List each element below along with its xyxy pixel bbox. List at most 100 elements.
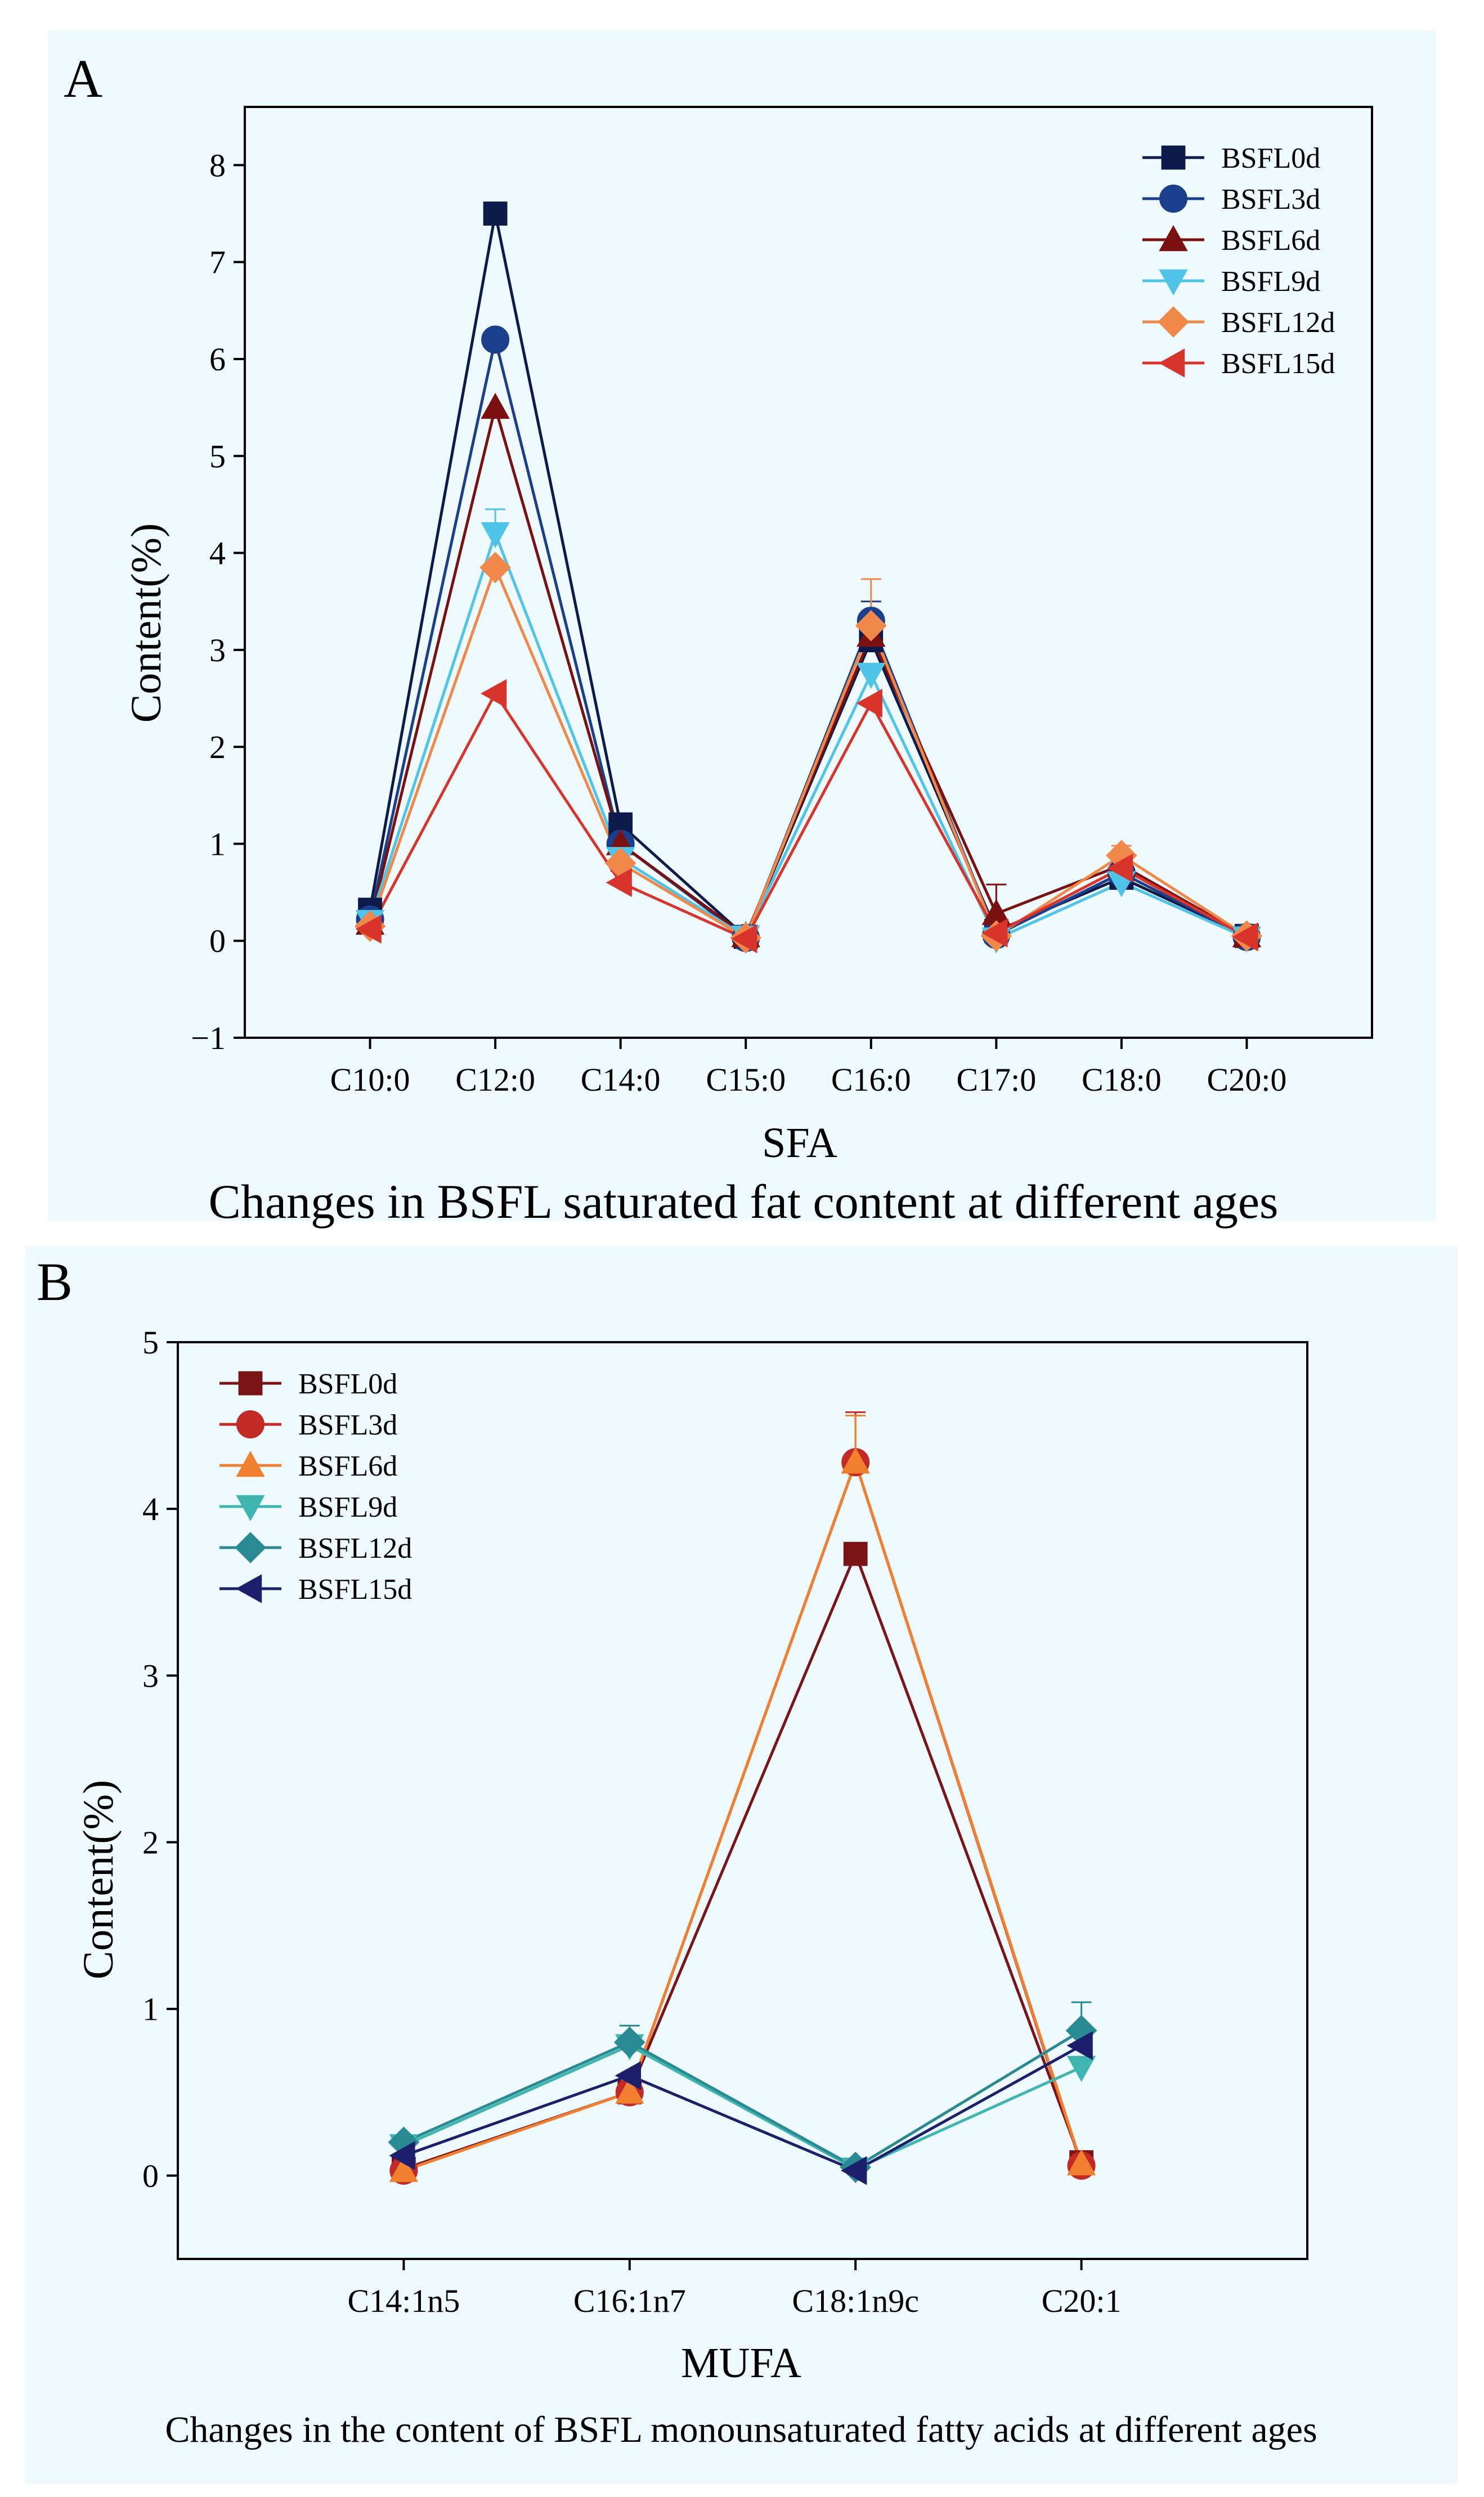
b-point-bsfl6d bbox=[841, 1447, 870, 1474]
b-point-bsfl15d bbox=[841, 2156, 867, 2185]
a-point-bsfl6d bbox=[481, 393, 510, 419]
a-y-tick-label: 2 bbox=[209, 729, 226, 765]
x-axis-title-b: MUFA bbox=[681, 2339, 801, 2387]
b-point-bsfl6d bbox=[389, 2155, 419, 2182]
b-legend-marker-bsfl3d bbox=[236, 1410, 264, 1438]
a-y-tick-label: 7 bbox=[209, 244, 226, 281]
b-point-bsfl15d bbox=[615, 2061, 641, 2090]
b-legend-label-bsfl3d: BSFL3d bbox=[298, 1409, 397, 1441]
a-point-bsfl15d bbox=[481, 679, 507, 709]
y-axis-title-a: Content(%) bbox=[123, 523, 170, 723]
b-y-tick-label: 1 bbox=[142, 1991, 159, 2028]
a-legend-marker-bsfl15d bbox=[1158, 348, 1185, 378]
a-legend-label-bsfl12d: BSFL12d bbox=[1221, 307, 1335, 339]
chart-a: A −1 0 1 2 3 4 5 6 7 8 C10:0 C12:0 C14:0 C15:0 C16:0 C1… bbox=[64, 48, 1373, 1229]
b-legend-marker-bsfl15d bbox=[235, 1574, 262, 1603]
b-x-tick-label: C14:1n5 bbox=[347, 2283, 460, 2319]
caption-a: Changes in BSFL saturated fat content at… bbox=[208, 1174, 1278, 1229]
a-legend-marker-bsfl6d bbox=[1159, 225, 1188, 252]
a-point-bsfl15d bbox=[1232, 922, 1258, 952]
plot-area-a: −1 0 1 2 3 4 5 6 7 8 C10:0 C12:0 C14:0 C15:0 C16:0 C17:… bbox=[191, 106, 1373, 1098]
b-point-bsfl9d bbox=[1066, 2056, 1096, 2082]
b-point-bsfl15d bbox=[389, 2141, 415, 2171]
a-point-bsfl15d bbox=[731, 924, 757, 953]
b-legend-marker-bsfl6d bbox=[236, 1450, 265, 1477]
a-y-tick-label: −1 bbox=[191, 1020, 226, 1056]
a-legend-marker-bsfl9d bbox=[1159, 269, 1188, 296]
a-x-tick-label: C10:0 bbox=[330, 1061, 410, 1098]
b-legend-label-bsfl9d: BSFL9d bbox=[298, 1491, 397, 1523]
b-y-tick-label: 5 bbox=[142, 1324, 159, 1361]
b-legend-label-bsfl15d: BSFL15d bbox=[298, 1573, 412, 1606]
b-point-bsfl6d bbox=[615, 2077, 644, 2104]
a-point-bsfl3d bbox=[481, 325, 510, 354]
a-y-tick-label: 3 bbox=[209, 632, 226, 669]
b-legend-marker-bsfl12d bbox=[235, 1532, 266, 1563]
b-y-tick-label: 0 bbox=[142, 2158, 159, 2194]
b-y-tick-label: 3 bbox=[142, 1657, 159, 1694]
b-y-tick-label: 2 bbox=[142, 1824, 159, 1861]
a-x-tick-label: C15:0 bbox=[706, 1061, 786, 1098]
b-x-tick-label: C20:1 bbox=[1042, 2283, 1122, 2319]
b-legend-label-bsfl6d: BSFL6d bbox=[298, 1450, 397, 1482]
a-legend-label-bsfl15d: BSFL15d bbox=[1221, 348, 1335, 380]
a-x-tick-label: C20:0 bbox=[1207, 1061, 1287, 1098]
b-plot-frame bbox=[177, 1341, 1308, 2260]
b-line-bsfl0d bbox=[403, 1550, 1083, 2171]
y-axis-title-b: Content(%) bbox=[75, 1780, 122, 1980]
a-line-bsfl6d bbox=[369, 402, 1248, 938]
a-legend-label-bsfl9d: BSFL9d bbox=[1221, 266, 1320, 298]
plot-area-b: 0 1 2 3 4 5 C14:1n5 C16:1n7 C18:1n9c C20:1 BSFL0d B… bbox=[142, 1324, 1308, 2319]
b-point-bsfl15d bbox=[1066, 2031, 1093, 2060]
a-y-tick-label: 5 bbox=[209, 438, 226, 474]
a-y-tick-label: 1 bbox=[209, 826, 226, 862]
a-legend-marker-bsfl0d bbox=[1161, 145, 1186, 170]
a-point-bsfl9d bbox=[481, 522, 510, 549]
a-legend-label-bsfl0d: BSFL0d bbox=[1221, 142, 1320, 174]
a-y-tick-label: 4 bbox=[209, 535, 226, 572]
b-legend-marker-bsfl0d bbox=[238, 1371, 263, 1396]
a-point-bsfl12d bbox=[855, 609, 887, 642]
panel-a: A −1 0 1 2 3 4 5 6 7 8 C10:0 C12:0 C14:0 C15:0 C16:0 C1… bbox=[48, 30, 1436, 1229]
a-line-bsfl15d bbox=[369, 691, 1248, 941]
a-x-tick-label: C18:0 bbox=[1082, 1061, 1162, 1098]
a-legend-label-bsfl3d: BSFL3d bbox=[1221, 183, 1320, 216]
b-legend-label-bsfl12d: BSFL12d bbox=[298, 1532, 412, 1564]
a-point-bsfl15d bbox=[856, 688, 882, 718]
b-x-tick-label: C18:1n9c bbox=[792, 2283, 919, 2319]
b-line-bsfl12d bbox=[403, 2029, 1082, 2169]
a-point-bsfl0d bbox=[483, 201, 508, 226]
a-x-tick-label: C17:0 bbox=[956, 1061, 1036, 1098]
panel-label-b: B bbox=[37, 1252, 73, 1312]
b-x-tick-label: C16:1n7 bbox=[573, 2283, 686, 2319]
a-x-tick-label: C16:0 bbox=[831, 1061, 911, 1098]
a-y-tick-label: 0 bbox=[209, 923, 226, 960]
a-line-bsfl9d bbox=[369, 529, 1248, 941]
a-point-bsfl15d bbox=[981, 918, 1008, 948]
a-y-tick-label: 6 bbox=[209, 341, 226, 378]
b-point-bsfl6d bbox=[1066, 2149, 1096, 2176]
b-line-bsfl3d bbox=[403, 1458, 1083, 2172]
a-legend-marker-bsfl3d bbox=[1159, 185, 1187, 213]
a-plot-frame bbox=[244, 106, 1373, 1039]
a-point-bsfl9d bbox=[857, 662, 886, 689]
a-point-bsfl15d bbox=[1106, 853, 1133, 883]
a-line-bsfl12d bbox=[369, 563, 1248, 940]
a-point-bsfl12d bbox=[479, 552, 511, 584]
b-point-bsfl0d bbox=[843, 1541, 868, 1566]
panel-b: B 0 1 2 3 4 5 C14:1n5 C16:1n7 C18:1n9c C20:1 BSFL0… bbox=[25, 1246, 1458, 2484]
b-y-tick-label: 4 bbox=[142, 1491, 159, 1527]
b-legend-marker-bsfl9d bbox=[236, 1495, 265, 1522]
a-legend-label-bsfl6d: BSFL6d bbox=[1221, 225, 1320, 257]
b-point-bsfl12d bbox=[613, 2027, 645, 2058]
a-x-tick-label: C12:0 bbox=[455, 1061, 535, 1098]
caption-b: Changes in the content of BSFL monounsat… bbox=[165, 2409, 1317, 2450]
a-point-bsfl15d bbox=[606, 868, 632, 898]
b-line-bsfl9d bbox=[403, 2044, 1082, 2171]
b-line-bsfl15d bbox=[403, 2044, 1082, 2172]
x-axis-title-a: SFA bbox=[762, 1119, 837, 1167]
b-legend-label-bsfl0d: BSFL0d bbox=[298, 1368, 397, 1400]
a-point-bsfl15d bbox=[355, 914, 382, 944]
panel-label-a: A bbox=[64, 48, 102, 109]
chart-b: B 0 1 2 3 4 5 C14:1n5 C16:1n7 C18:1n9c C20:1 BSFL0… bbox=[37, 1252, 1317, 2450]
